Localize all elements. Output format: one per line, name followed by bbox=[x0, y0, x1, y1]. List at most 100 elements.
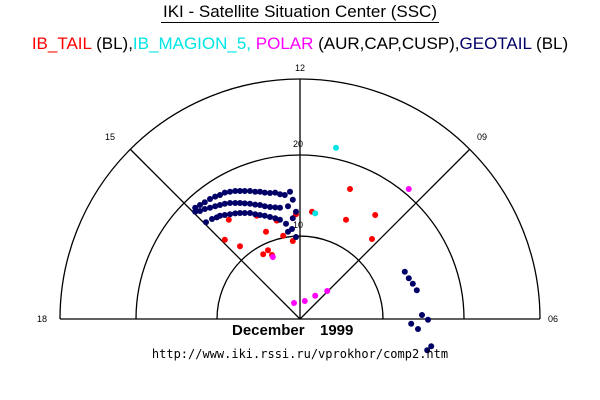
point-ib-tail bbox=[225, 216, 232, 223]
point-geotail bbox=[217, 212, 223, 219]
point-geotail bbox=[252, 211, 259, 218]
point-geotail bbox=[207, 204, 213, 211]
point-geotail bbox=[289, 226, 295, 232]
point-geotail bbox=[408, 320, 415, 327]
point-geotail bbox=[227, 200, 233, 206]
point-polar bbox=[312, 292, 319, 299]
point-geotail bbox=[277, 216, 283, 223]
point-polar bbox=[291, 300, 297, 306]
hour-label-09: 09 bbox=[477, 132, 487, 142]
point-ib-tail bbox=[347, 186, 353, 192]
legend-ib-tail: IB_TAIL bbox=[31, 34, 92, 53]
point-polar bbox=[301, 298, 308, 304]
chart-title: IKI - Satellite Situation Center (SSC) bbox=[0, 2, 600, 23]
point-geotail bbox=[247, 188, 253, 194]
point-geotail bbox=[289, 196, 296, 203]
point-ib-tail bbox=[369, 236, 375, 242]
point-geotail bbox=[252, 188, 259, 195]
point-geotail bbox=[247, 200, 253, 207]
legend-ib-magion: IB_MAGION_5, bbox=[132, 34, 252, 53]
point-geotail bbox=[201, 206, 208, 212]
point-geotail bbox=[289, 215, 296, 222]
point-geotail bbox=[281, 192, 288, 198]
point-geotail bbox=[272, 215, 279, 222]
point-ib-tail bbox=[343, 216, 349, 223]
point-geotail bbox=[237, 188, 243, 194]
point-geotail bbox=[232, 200, 239, 206]
radius-label-20: 20 bbox=[293, 139, 303, 149]
point-geotail bbox=[221, 212, 228, 218]
point-geotail bbox=[192, 208, 199, 215]
point-geotail bbox=[203, 219, 209, 226]
point-geotail bbox=[227, 188, 233, 195]
point-geotail bbox=[257, 202, 263, 208]
point-geotail bbox=[252, 201, 259, 208]
point-geotail bbox=[409, 280, 416, 287]
footer-year: 1999 bbox=[320, 322, 354, 339]
point-geotail bbox=[237, 200, 243, 206]
point-geotail bbox=[247, 210, 253, 216]
point-polar bbox=[269, 254, 276, 260]
point-geotail bbox=[424, 347, 431, 354]
point-geotail bbox=[232, 210, 239, 217]
point-geotail bbox=[283, 220, 289, 227]
point-geotail bbox=[201, 199, 208, 206]
legend-polar: POLAR bbox=[255, 34, 314, 53]
point-ib-tail bbox=[260, 251, 267, 258]
point-geotail bbox=[212, 193, 219, 200]
point-geotail bbox=[257, 212, 263, 218]
point-geotail bbox=[425, 316, 431, 323]
hour-label-18: 18 bbox=[37, 314, 47, 324]
point-ib-tail bbox=[280, 232, 287, 239]
point-geotail bbox=[405, 275, 412, 282]
point-geotail bbox=[217, 192, 223, 198]
point-ib-tail bbox=[372, 212, 379, 218]
point-geotail bbox=[232, 188, 239, 194]
legend-geotail-suffix: (BL) bbox=[531, 34, 569, 53]
footer-url[interactable]: http://www.iki.rssi.ru/vprokhor/comp2.ht… bbox=[151, 347, 449, 361]
point-geotail bbox=[401, 268, 408, 275]
hour-label-15: 15 bbox=[105, 132, 115, 142]
point-geotail bbox=[217, 202, 223, 208]
footer-month: December bbox=[232, 322, 305, 339]
hour-label-06: 06 bbox=[548, 314, 558, 324]
legend-polar-suffix: (AUR,CAP,CUSP), bbox=[313, 34, 460, 53]
radial-09 bbox=[299, 148, 471, 320]
point-geotail bbox=[293, 208, 299, 215]
legend-geotail: GEOTAIL bbox=[459, 34, 532, 53]
point-geotail bbox=[419, 312, 425, 318]
point-ib-magion-5 bbox=[312, 210, 319, 217]
legend-ib-tail-suffix: (BL), bbox=[91, 34, 133, 53]
point-geotail bbox=[261, 189, 268, 196]
point-geotail bbox=[257, 188, 263, 195]
point-geotail bbox=[221, 200, 228, 207]
radius-label-10: 10 bbox=[293, 220, 303, 230]
radial-15 bbox=[129, 148, 301, 320]
point-geotail bbox=[277, 191, 283, 198]
point-ib-tail bbox=[263, 228, 269, 235]
point-geotail bbox=[197, 202, 203, 208]
point-ib-tail bbox=[289, 238, 296, 244]
hour-label-12: 12 bbox=[295, 63, 305, 73]
point-ib-magion-5 bbox=[333, 144, 339, 151]
point-geotail bbox=[197, 208, 203, 214]
point-geotail bbox=[267, 204, 273, 210]
point-geotail bbox=[209, 216, 215, 222]
point-geotail bbox=[241, 200, 248, 207]
point-ib-tail bbox=[265, 247, 271, 254]
point-geotail bbox=[261, 212, 268, 219]
point-geotail bbox=[221, 189, 228, 196]
point-ib-tail bbox=[221, 236, 228, 243]
point-geotail bbox=[277, 204, 283, 211]
point-geotail bbox=[237, 210, 243, 216]
point-geotail bbox=[287, 188, 293, 195]
point-geotail bbox=[272, 189, 279, 196]
point-geotail bbox=[207, 196, 213, 202]
point-geotail bbox=[267, 190, 273, 196]
point-polar bbox=[405, 186, 412, 192]
title-text: IKI - Satellite Situation Center (SSC) bbox=[160, 2, 439, 23]
point-geotail bbox=[293, 234, 299, 240]
point-geotail bbox=[212, 203, 219, 210]
point-geotail bbox=[241, 210, 248, 216]
